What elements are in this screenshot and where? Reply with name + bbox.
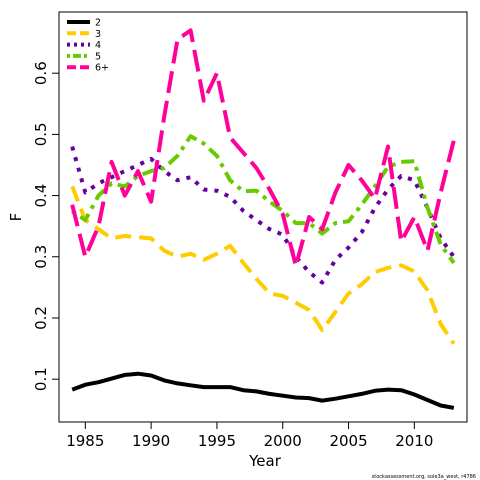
x-axis: 1985 1990 1995 2000 2005 2010 <box>66 421 433 450</box>
x-tick-label: 2005 <box>329 432 367 450</box>
x-tick-label: 2000 <box>264 432 302 450</box>
y-axis: 0.1 0.2 0.3 0.4 0.5 0.6 <box>32 61 60 391</box>
legend-label: 5 <box>95 51 101 62</box>
y-tick-label: 0.1 <box>32 367 50 391</box>
x-tick-label: 1990 <box>132 432 170 450</box>
y-tick-label: 0.2 <box>32 306 50 330</box>
y-axis-title: F <box>7 213 25 222</box>
credit-text: stockassessment.org, sole3a_west, r4786 <box>372 474 476 480</box>
x-axis-title: Year <box>248 452 282 470</box>
legend-label: 3 <box>95 29 101 40</box>
x-tick-label: 1995 <box>198 432 236 450</box>
x-tick-label: 2010 <box>395 432 433 450</box>
series-line-4 <box>70 146 456 285</box>
series-layer <box>70 28 456 410</box>
series-line-3 <box>70 185 456 345</box>
legend-label: 2 <box>95 18 101 29</box>
series-line-5 <box>71 134 456 265</box>
y-tick-label: 0.5 <box>32 122 50 146</box>
y-tick-label: 0.6 <box>32 61 50 85</box>
legend-label: 6+ <box>95 63 109 74</box>
y-tick-label: 0.4 <box>32 184 50 208</box>
series-line-6plus <box>70 28 456 268</box>
y-tick-label: 0.3 <box>32 245 50 269</box>
x-tick-label: 1985 <box>66 432 104 450</box>
series-line-2 <box>71 371 455 410</box>
plot-frame <box>58 11 468 423</box>
legend-label: 4 <box>95 40 101 51</box>
